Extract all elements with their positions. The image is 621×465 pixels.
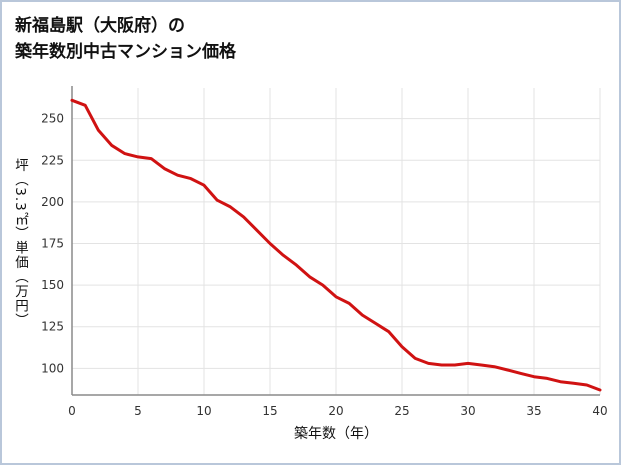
svg-text:150: 150 xyxy=(41,278,64,292)
svg-text:225: 225 xyxy=(41,153,64,167)
svg-text:100: 100 xyxy=(41,361,64,375)
y-axis-label: 坪（3.3㎡）単価（万円） xyxy=(12,158,28,328)
svg-text:40: 40 xyxy=(592,404,607,418)
svg-text:15: 15 xyxy=(262,404,277,418)
svg-text:0: 0 xyxy=(68,404,76,418)
page-title-line1: 新福島駅（大阪府）の xyxy=(15,16,185,36)
svg-text:5: 5 xyxy=(134,404,142,418)
price-series-line xyxy=(70,98,602,392)
svg-text:250: 250 xyxy=(41,112,64,126)
svg-text:200: 200 xyxy=(41,195,64,209)
page-title: 新福島駅（大阪府）の 築年数別中古マンション価格 xyxy=(2,2,619,66)
svg-text:20: 20 xyxy=(328,404,343,418)
svg-text:25: 25 xyxy=(394,404,409,418)
svg-text:125: 125 xyxy=(41,320,64,334)
svg-text:35: 35 xyxy=(526,404,541,418)
svg-text:10: 10 xyxy=(196,404,211,418)
page-title-line2: 築年数別中古マンション価格 xyxy=(15,42,236,63)
price-line-chart: 100 125 150 175 200 225 250 0 5 10 15 20 25 30 35 40 坪（… xyxy=(2,80,619,463)
svg-text:30: 30 xyxy=(460,404,475,418)
svg-text:175: 175 xyxy=(41,237,64,251)
chart-canvas: 100 125 150 175 200 225 250 0 5 10 15 20 25 30 35 40 xyxy=(41,86,608,418)
x-axis-label: 築年数（年） xyxy=(294,426,378,442)
